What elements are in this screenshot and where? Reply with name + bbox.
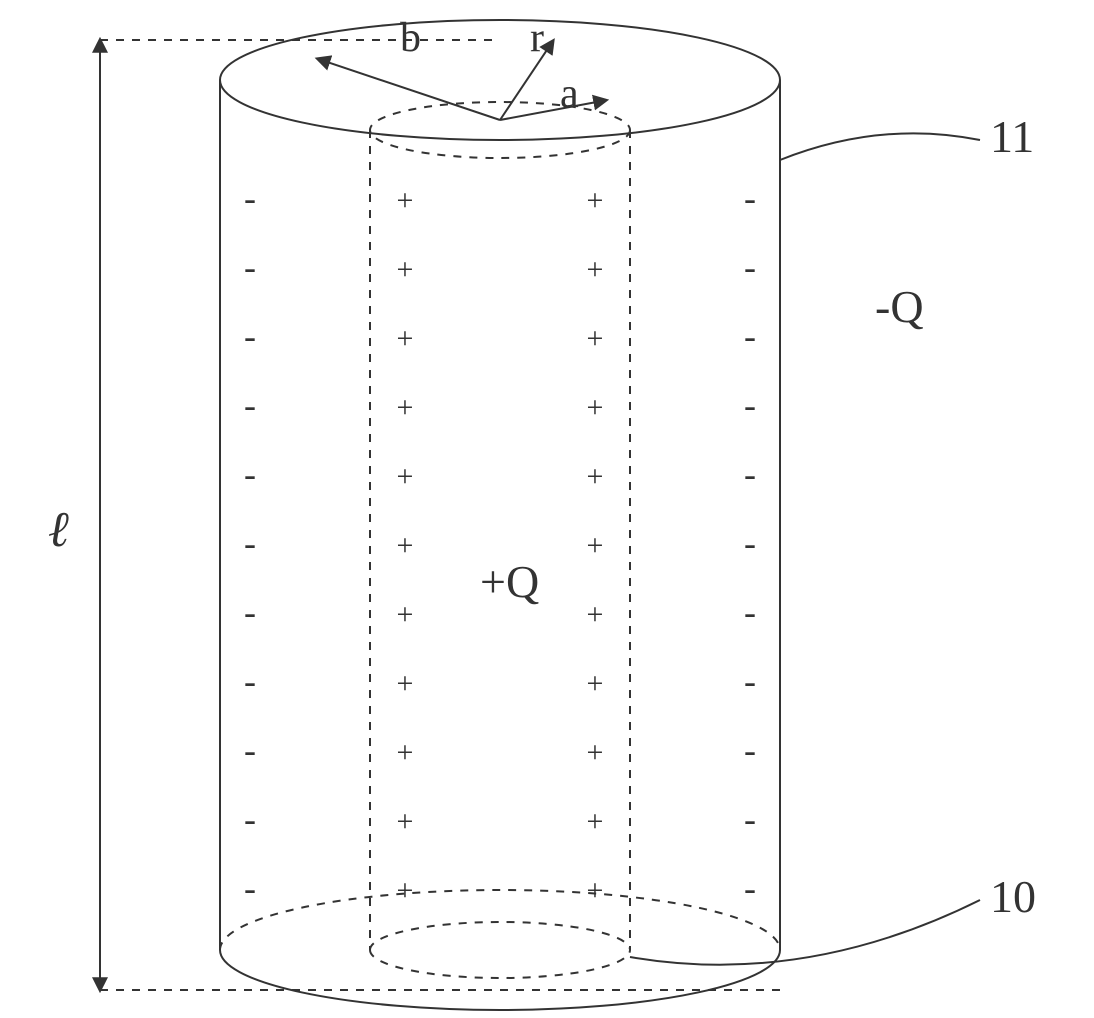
label-a: a [560, 70, 579, 118]
svg-text:-: - [744, 730, 756, 770]
svg-text:-: - [244, 247, 256, 287]
label-ref-10: 10 [990, 870, 1036, 923]
svg-text:-: - [744, 316, 756, 356]
svg-text:+: + [397, 805, 414, 838]
svg-text:-: - [744, 385, 756, 425]
svg-text:-: - [744, 178, 756, 218]
svg-text:-: - [744, 247, 756, 287]
svg-text:-: - [744, 799, 756, 839]
svg-text:+: + [587, 805, 604, 838]
svg-text:-: - [244, 178, 256, 218]
svg-text:-: - [744, 454, 756, 494]
svg-text:-: - [244, 868, 256, 908]
svg-text:-: - [244, 316, 256, 356]
label-outer-charge: -Q [875, 280, 924, 333]
svg-text:-: - [744, 592, 756, 632]
svg-text:+: + [397, 391, 414, 424]
svg-text:+: + [587, 736, 604, 769]
svg-text:+: + [397, 184, 414, 217]
svg-text:+: + [587, 184, 604, 217]
svg-text:+: + [397, 667, 414, 700]
svg-text:+: + [587, 529, 604, 562]
cylindrical-capacitor-diagram: + + + + + + + + + + + + + + + + + + + + + + - - - - - - - - - - - - - - - - - -… [0, 0, 1094, 1018]
svg-text:+: + [587, 598, 604, 631]
svg-text:+: + [587, 391, 604, 424]
label-length: ℓ [48, 500, 69, 558]
label-inner-charge: +Q [480, 555, 539, 608]
svg-text:-: - [244, 454, 256, 494]
svg-text:-: - [244, 661, 256, 701]
svg-text:-: - [744, 523, 756, 563]
svg-text:+: + [587, 667, 604, 700]
svg-text:+: + [397, 529, 414, 562]
svg-text:-: - [244, 523, 256, 563]
svg-text:-: - [244, 799, 256, 839]
svg-text:+: + [397, 322, 414, 355]
svg-text:-: - [744, 661, 756, 701]
svg-text:+: + [397, 736, 414, 769]
label-r: r [530, 14, 544, 62]
svg-text:+: + [587, 253, 604, 286]
label-ref-11: 11 [990, 110, 1034, 163]
svg-text:-: - [244, 592, 256, 632]
svg-text:-: - [244, 385, 256, 425]
svg-text:+: + [397, 874, 414, 907]
svg-text:+: + [397, 598, 414, 631]
svg-text:+: + [397, 460, 414, 493]
svg-text:-: - [244, 730, 256, 770]
svg-text:-: - [744, 868, 756, 908]
diagram-svg: + + + + + + + + + + + + + + + + + + + + + + - - - - - - - - - - - - - - - - - -… [0, 0, 1094, 1018]
svg-text:+: + [397, 253, 414, 286]
svg-text:+: + [587, 874, 604, 907]
svg-text:+: + [587, 322, 604, 355]
svg-text:+: + [587, 460, 604, 493]
label-b: b [400, 14, 421, 62]
